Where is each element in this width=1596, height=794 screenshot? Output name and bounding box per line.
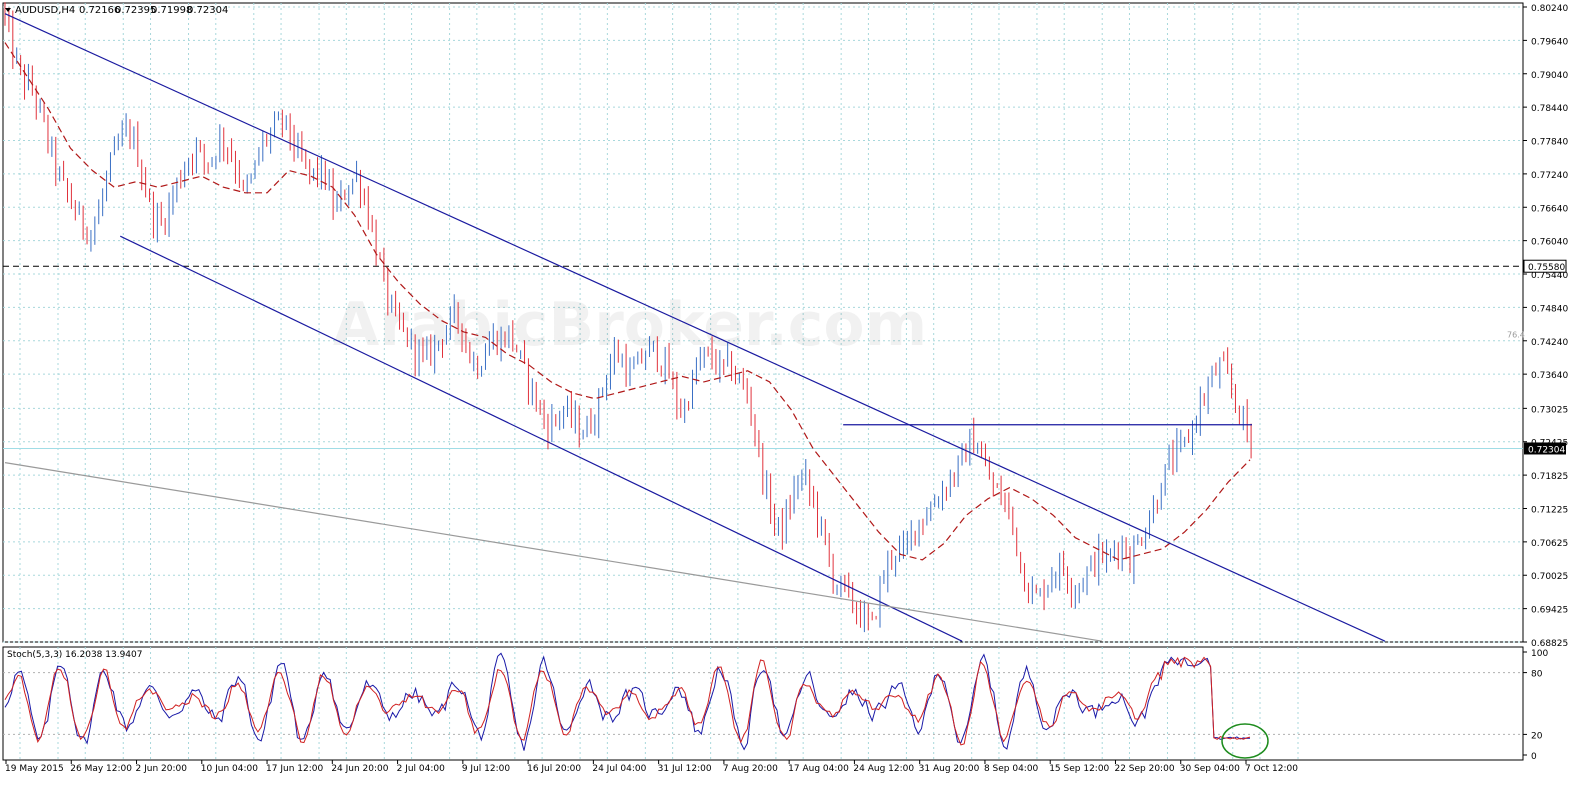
stoch-indicator-label: Stoch(5,3,3) 16.2038 13.9407	[7, 650, 142, 660]
symbol-label: AUDUSD,H4	[15, 5, 75, 16]
main-panel-marks: 76.4	[3, 2, 1525, 642]
stoch-panel-frame	[2, 646, 1524, 761]
horizontal-level-label: 0.75580	[1528, 263, 1565, 273]
main-panel-grid	[2, 2, 1524, 643]
ohlc-open: 0.72166	[79, 5, 120, 16]
x-tick-label: 30 Sep 04:00	[1180, 764, 1240, 774]
x-tick-label: 22 Sep 20:00	[1114, 764, 1174, 774]
y-tick-label: 0.77240	[1531, 171, 1568, 181]
x-tick-label: 16 Jul 20:00	[527, 764, 581, 774]
y-tick-label: 0.71225	[1531, 505, 1568, 515]
x-tick-label: 24 Jul 04:00	[592, 764, 646, 774]
stoch-y-tick-label: 20	[1531, 731, 1543, 741]
x-tick-label: 15 Sep 12:00	[1049, 764, 1109, 774]
x-tick-label: 24 Jun 20:00	[331, 764, 388, 774]
y-tick-label: 0.79040	[1531, 71, 1568, 81]
x-tick-label: 31 Jul 12:00	[658, 764, 712, 774]
x-tick-label: 31 Aug 20:00	[919, 764, 980, 774]
y-tick-label: 0.69425	[1531, 606, 1568, 616]
x-tick-label: 2 Jun 20:00	[136, 764, 188, 774]
ohlc-low: 0.71998	[151, 5, 192, 16]
horizontal-level-tag	[1523, 259, 1567, 273]
x-tick-label: 17 Jun 12:00	[266, 764, 323, 774]
y-tick-label: 0.74840	[1531, 304, 1568, 314]
current-price-label: 0.72304	[1528, 445, 1565, 455]
fibo-level-label: 76.4	[1507, 330, 1525, 339]
x-tick-label: 9 Jul 12:00	[462, 764, 511, 774]
y-tick-label: 0.76640	[1531, 204, 1568, 214]
stoch-panel-marks	[4, 652, 1269, 759]
moving-average-line	[4, 42, 1251, 561]
trendline-channel-upper	[4, 13, 1386, 642]
highlight-circle	[1221, 723, 1269, 759]
x-tick-label: 24 Aug 12:00	[853, 764, 914, 774]
x-tick-label: 7 Oct 12:00	[1245, 764, 1298, 774]
stoch-y-tick-label: 100	[1531, 649, 1548, 659]
x-tick-label: 10 Jun 04:00	[201, 764, 258, 774]
y-tick-label: 0.68825	[1531, 639, 1568, 649]
y-tick-label: 0.70025	[1531, 572, 1568, 582]
x-tick-label: 26 May 12:00	[70, 764, 132, 774]
stoch-signal-line	[4, 656, 1251, 746]
ohlc-close: 0.72304	[187, 5, 228, 16]
y-tick-label: 0.74240	[1531, 338, 1568, 348]
x-tick-label: 19 May 2015	[5, 764, 64, 774]
current-price-tag	[1524, 442, 1566, 455]
watermark: ArabicBroker.com	[333, 290, 927, 360]
stoch-y-tick-label: 0	[1531, 752, 1537, 762]
x-tick-label: 17 Aug 04:00	[788, 764, 849, 774]
stoch-y-tick-label: 80	[1531, 670, 1543, 680]
collapse-triangle-icon[interactable]	[5, 8, 11, 12]
y-tick-label: 0.79640	[1531, 37, 1568, 47]
x-tick-label: 7 Aug 20:00	[723, 764, 778, 774]
stoch-main-line	[4, 652, 1251, 751]
y-tick-label: 0.80240	[1531, 4, 1568, 14]
x-tick-label: 8 Sep 04:00	[984, 764, 1039, 774]
y-tick-label: 0.73640	[1531, 371, 1568, 381]
trendline-channel-lower	[120, 235, 963, 642]
trendline-long-term	[4, 462, 1103, 642]
y-tick-label: 0.77840	[1531, 138, 1568, 148]
ohlc-high: 0.72395	[115, 5, 156, 16]
stoch-panel-grid	[2, 646, 1524, 761]
y-tick-label: 0.75440	[1531, 271, 1568, 281]
y-tick-label: 0.76040	[1531, 238, 1568, 248]
y-tick-label: 0.78440	[1531, 104, 1568, 114]
y-tick-label: 0.70625	[1531, 539, 1568, 549]
y-tick-label: 0.71825	[1531, 472, 1568, 482]
x-tick-label: 2 Jul 04:00	[397, 764, 446, 774]
axes: 0.80240 0.79640 0.79040 0.78440 0.77840 0.772…	[5, 4, 1568, 774]
y-tick-label: 0.73025	[1531, 405, 1568, 415]
